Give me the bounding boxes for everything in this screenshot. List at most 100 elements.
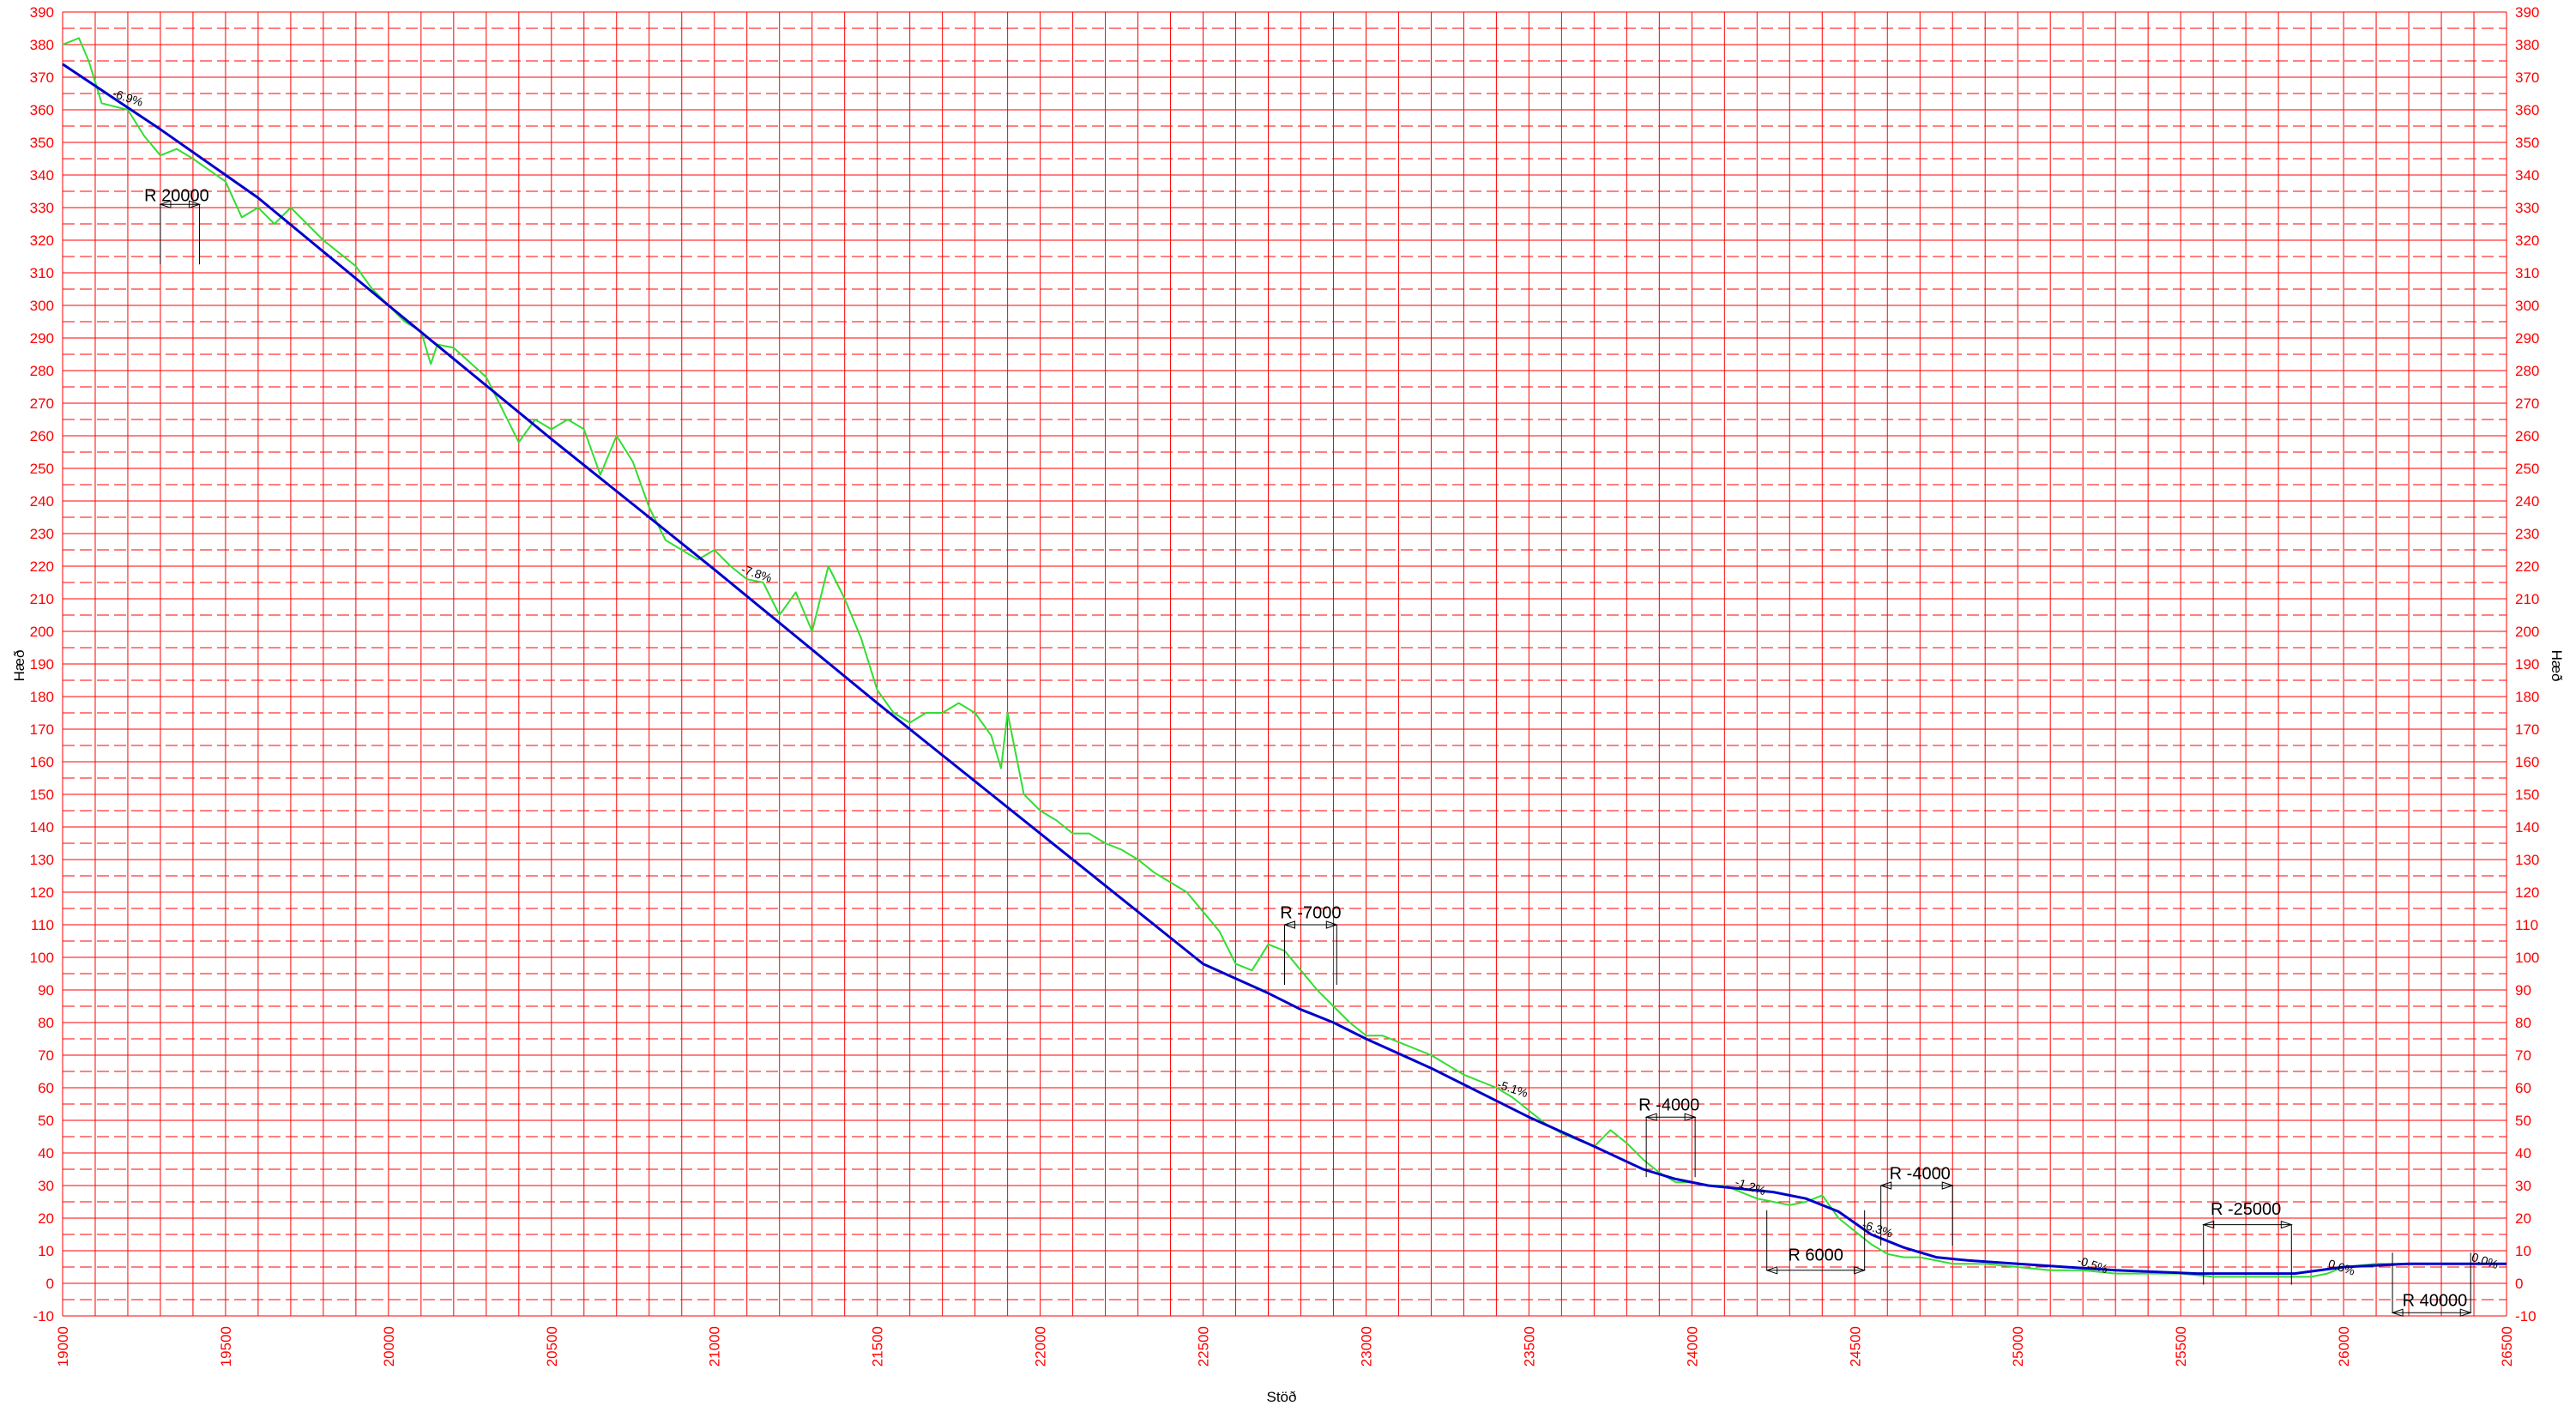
terrain-profile-line	[62, 37, 2507, 1278]
y-tick-label-right: 380	[2515, 37, 2539, 53]
y-tick-label-right: 0	[2515, 1276, 2523, 1292]
y-tick-label-right: 120	[2515, 884, 2539, 901]
y-tick-label-left: 0	[46, 1276, 54, 1292]
design-profile-line	[62, 63, 2507, 1276]
y-tick-label-left: 330	[30, 200, 54, 216]
y-tick-label-left: 280	[30, 363, 54, 379]
y-tick-label-right: 10	[2515, 1243, 2531, 1259]
y-tick-label-left: 360	[30, 102, 54, 118]
y-tick-label-left: 250	[30, 461, 54, 477]
y-tick-label-left: 140	[30, 819, 54, 836]
arrow-left-icon	[1879, 1181, 1892, 1190]
y-tick-label-right: 270	[2515, 395, 2539, 412]
x-tick-label: 23500	[1521, 1326, 1537, 1367]
y-tick-label-right: 40	[2515, 1145, 2531, 1162]
y-tick-label-right: 20	[2515, 1210, 2531, 1227]
y-tick-label-left: 380	[30, 37, 54, 53]
y-tick-label-right: 30	[2515, 1178, 2531, 1194]
x-tick-label: 19500	[218, 1326, 234, 1367]
y-tick-label-left: 80	[38, 1015, 54, 1031]
y-tick-label-left: 160	[30, 754, 54, 770]
y-tick-label-right: 230	[2515, 526, 2539, 542]
y-tick-label-right: 60	[2515, 1080, 2531, 1096]
x-tick-label: 25500	[2173, 1326, 2189, 1367]
y-tick-label-right: 80	[2515, 1015, 2531, 1031]
y-tick-label-left: 100	[30, 950, 54, 966]
y-tick-label-right: 360	[2515, 102, 2539, 118]
y-tick-label-left: 390	[30, 4, 54, 21]
y-tick-label-right: 320	[2515, 232, 2539, 249]
x-tick-label: 21500	[870, 1326, 886, 1367]
x-tick-label: 20000	[381, 1326, 397, 1367]
curve-radius-label: R 6000	[1788, 1246, 1843, 1264]
y-tick-label-left: 130	[30, 852, 54, 868]
y-tick-label-left: 240	[30, 493, 54, 510]
y-tick-label-left: 40	[38, 1145, 54, 1162]
y-tick-label-right: 260	[2515, 428, 2539, 444]
tick-labels: -10 -10 0 0 10 10 20 20 30 30 40 40 50 50 60 60 70 70 80 80…	[30, 4, 2540, 1367]
y-tick-label-right: 170	[2515, 721, 2539, 738]
y-tick-label-left: 150	[30, 787, 54, 803]
y-tick-label-left: 370	[30, 69, 54, 86]
arrow-left-icon	[1765, 1266, 1778, 1275]
x-tick-label: 21000	[707, 1326, 723, 1367]
grade-label: -0.5%	[2076, 1253, 2110, 1276]
y-tick-label-right: 350	[2515, 135, 2539, 151]
y-tick-label-left: -10	[33, 1308, 54, 1325]
grade-label: 0.6%	[2326, 1257, 2356, 1278]
y-tick-label-right: 240	[2515, 493, 2539, 510]
y-tick-label-left: 260	[30, 428, 54, 444]
y-tick-label-left: 120	[30, 884, 54, 901]
y-tick-label-left: 300	[30, 298, 54, 314]
y-tick-label-right: 340	[2515, 167, 2539, 184]
y-tick-label-left: 350	[30, 135, 54, 151]
y-tick-label-left: 200	[30, 624, 54, 640]
y-tick-label-left: 90	[38, 982, 54, 999]
y-tick-label-left: 340	[30, 167, 54, 184]
y-tick-label-right: 110	[2515, 917, 2538, 933]
x-tick-label: 20500	[544, 1326, 560, 1367]
grade-label: 0.0%	[2470, 1250, 2500, 1271]
y-tick-label-left: 180	[30, 689, 54, 705]
x-tick-label: 19000	[55, 1326, 71, 1367]
y-tick-label-right: 300	[2515, 298, 2539, 314]
curve-radius-label: R -25000	[2211, 1200, 2281, 1219]
arrow-right-icon	[189, 200, 202, 208]
y-tick-label-left: 310	[30, 265, 54, 281]
y-tick-label-right: 190	[2515, 656, 2539, 673]
arrow-left-icon	[2391, 1308, 2404, 1317]
curve-radius-label: R -7000	[1280, 903, 1341, 922]
x-tick-label: 22000	[1033, 1326, 1049, 1367]
arrow-left-icon	[1644, 1113, 1657, 1121]
curve-radius-label: R -4000	[1890, 1164, 1951, 1183]
annotation-layer: -6.9%-7.8%-5.1%-1.2%-6.3%-0.5% 0.6% 0.0%R …	[111, 86, 2501, 1317]
y-axis-title-right: Hæð	[2549, 650, 2565, 682]
y-tick-label-right: 280	[2515, 363, 2539, 379]
y-tick-label-right: 370	[2515, 69, 2539, 86]
y-tick-label-left: 320	[30, 232, 54, 249]
y-tick-label-left: 270	[30, 395, 54, 412]
y-tick-label-left: 230	[30, 526, 54, 542]
arrow-left-icon	[159, 200, 172, 208]
x-tick-label: 24000	[1684, 1326, 1700, 1367]
grid-layer	[62, 11, 2507, 1317]
y-axis-title-left: Hæð	[11, 650, 27, 682]
arrow-left-icon	[1282, 920, 1295, 929]
y-tick-label-right: 70	[2515, 1047, 2531, 1064]
grade-label: -1.2%	[1734, 1175, 1768, 1198]
arrow-right-icon	[1684, 1113, 1697, 1121]
x-tick-label: 23000	[1358, 1326, 1374, 1367]
y-tick-label-right: 290	[2515, 330, 2539, 347]
y-tick-label-left: 10	[38, 1243, 54, 1259]
arrow-right-icon	[1854, 1266, 1867, 1275]
arrow-right-icon	[1325, 920, 1338, 929]
y-tick-label-right: 160	[2515, 754, 2539, 770]
y-tick-label-left: 20	[38, 1210, 54, 1227]
y-tick-label-right: 330	[2515, 200, 2539, 216]
arrow-right-icon	[2459, 1308, 2472, 1317]
y-tick-label-left: 190	[30, 656, 54, 673]
y-tick-label-right: 390	[2515, 4, 2539, 21]
y-tick-label-right: 210	[2515, 591, 2539, 607]
y-tick-label-left: 210	[30, 591, 54, 607]
